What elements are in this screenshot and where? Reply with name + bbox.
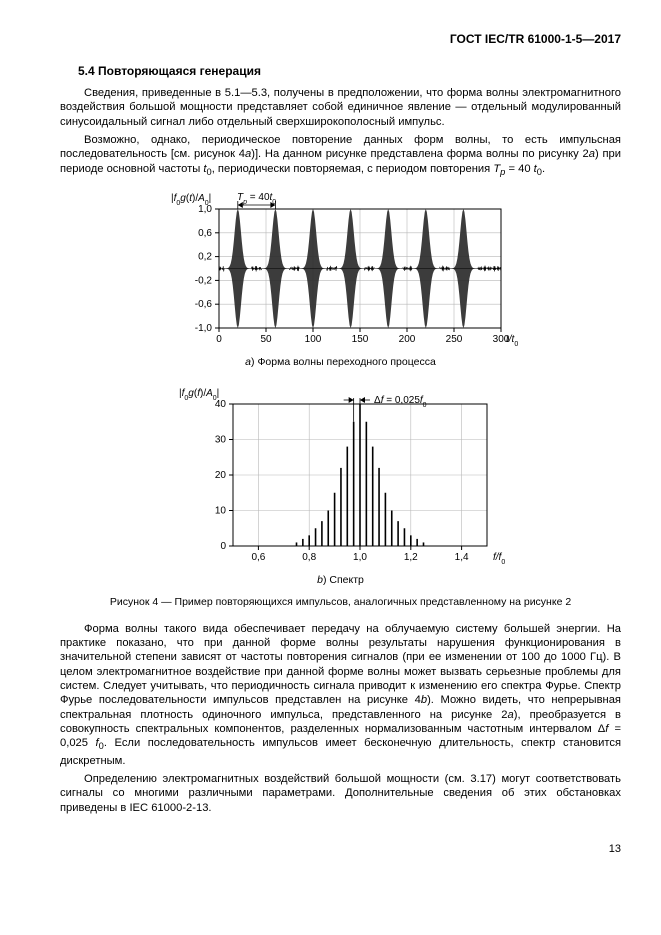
svg-text:0: 0 xyxy=(220,541,226,552)
standard-header: ГОСТ IEC/TR 61000-1-5—2017 xyxy=(60,32,621,46)
paragraph-3: Форма волны такого вида обеспечивает пер… xyxy=(60,622,621,768)
paragraph-4: Определению электромагнитных воздействий… xyxy=(60,772,621,815)
svg-text:30: 30 xyxy=(214,434,226,445)
paragraph-1: Сведения, приведенные в 5.1—5.3, получен… xyxy=(60,86,621,129)
svg-text:20: 20 xyxy=(214,470,226,481)
figure-caption: Рисунок 4 — Пример повторяющихся импульс… xyxy=(60,596,621,608)
svg-text:200: 200 xyxy=(398,334,415,345)
caption-a: a) Форма волны переходного процесса xyxy=(60,356,621,368)
paragraph-2: Возможно, однако, периодическое повторен… xyxy=(60,133,621,179)
svg-text:|f0g(t)/A0|: |f0g(t)/A0| xyxy=(171,193,211,207)
svg-text:100: 100 xyxy=(304,334,321,345)
page-number: 13 xyxy=(60,843,621,855)
svg-text:-0,6: -0,6 xyxy=(194,299,212,310)
svg-text:1,0: 1,0 xyxy=(353,552,367,563)
chart-b-svg: 0,60,81,01,21,4010203040|f0g(f)/A0|f/f0Δ… xyxy=(161,378,521,568)
svg-text:1,4: 1,4 xyxy=(454,552,468,563)
figure-b: 0,60,81,01,21,4010203040|f0g(f)/A0|f/f0Δ… xyxy=(60,378,621,568)
svg-text:0,6: 0,6 xyxy=(251,552,265,563)
svg-text:1,2: 1,2 xyxy=(403,552,417,563)
svg-text:-0,2: -0,2 xyxy=(194,275,212,286)
section-title: 5.4 Повторяющаяся генерация xyxy=(78,64,621,78)
svg-text:250: 250 xyxy=(445,334,462,345)
svg-text:0,2: 0,2 xyxy=(198,251,212,262)
svg-text:Δf = 0,025f0: Δf = 0,025f0 xyxy=(374,395,427,409)
chart-a-svg: 050100150200250300-1,0-0,6-0,20,20,61,0|… xyxy=(151,185,531,350)
figure-a: 050100150200250300-1,0-0,6-0,20,20,61,0|… xyxy=(60,185,621,350)
svg-text:0: 0 xyxy=(216,334,222,345)
svg-text:f/f0: f/f0 xyxy=(493,552,505,566)
svg-text:0,8: 0,8 xyxy=(302,552,316,563)
svg-text:t/t0: t/t0 xyxy=(506,334,518,348)
svg-text:50: 50 xyxy=(260,334,272,345)
svg-text:|f0g(f)/A0|: |f0g(f)/A0| xyxy=(179,388,219,402)
svg-text:150: 150 xyxy=(351,334,368,345)
caption-b: b) Спектр xyxy=(60,574,621,586)
svg-text:10: 10 xyxy=(214,505,226,516)
svg-text:0,6: 0,6 xyxy=(198,228,212,239)
svg-text:-1,0: -1,0 xyxy=(194,323,212,334)
